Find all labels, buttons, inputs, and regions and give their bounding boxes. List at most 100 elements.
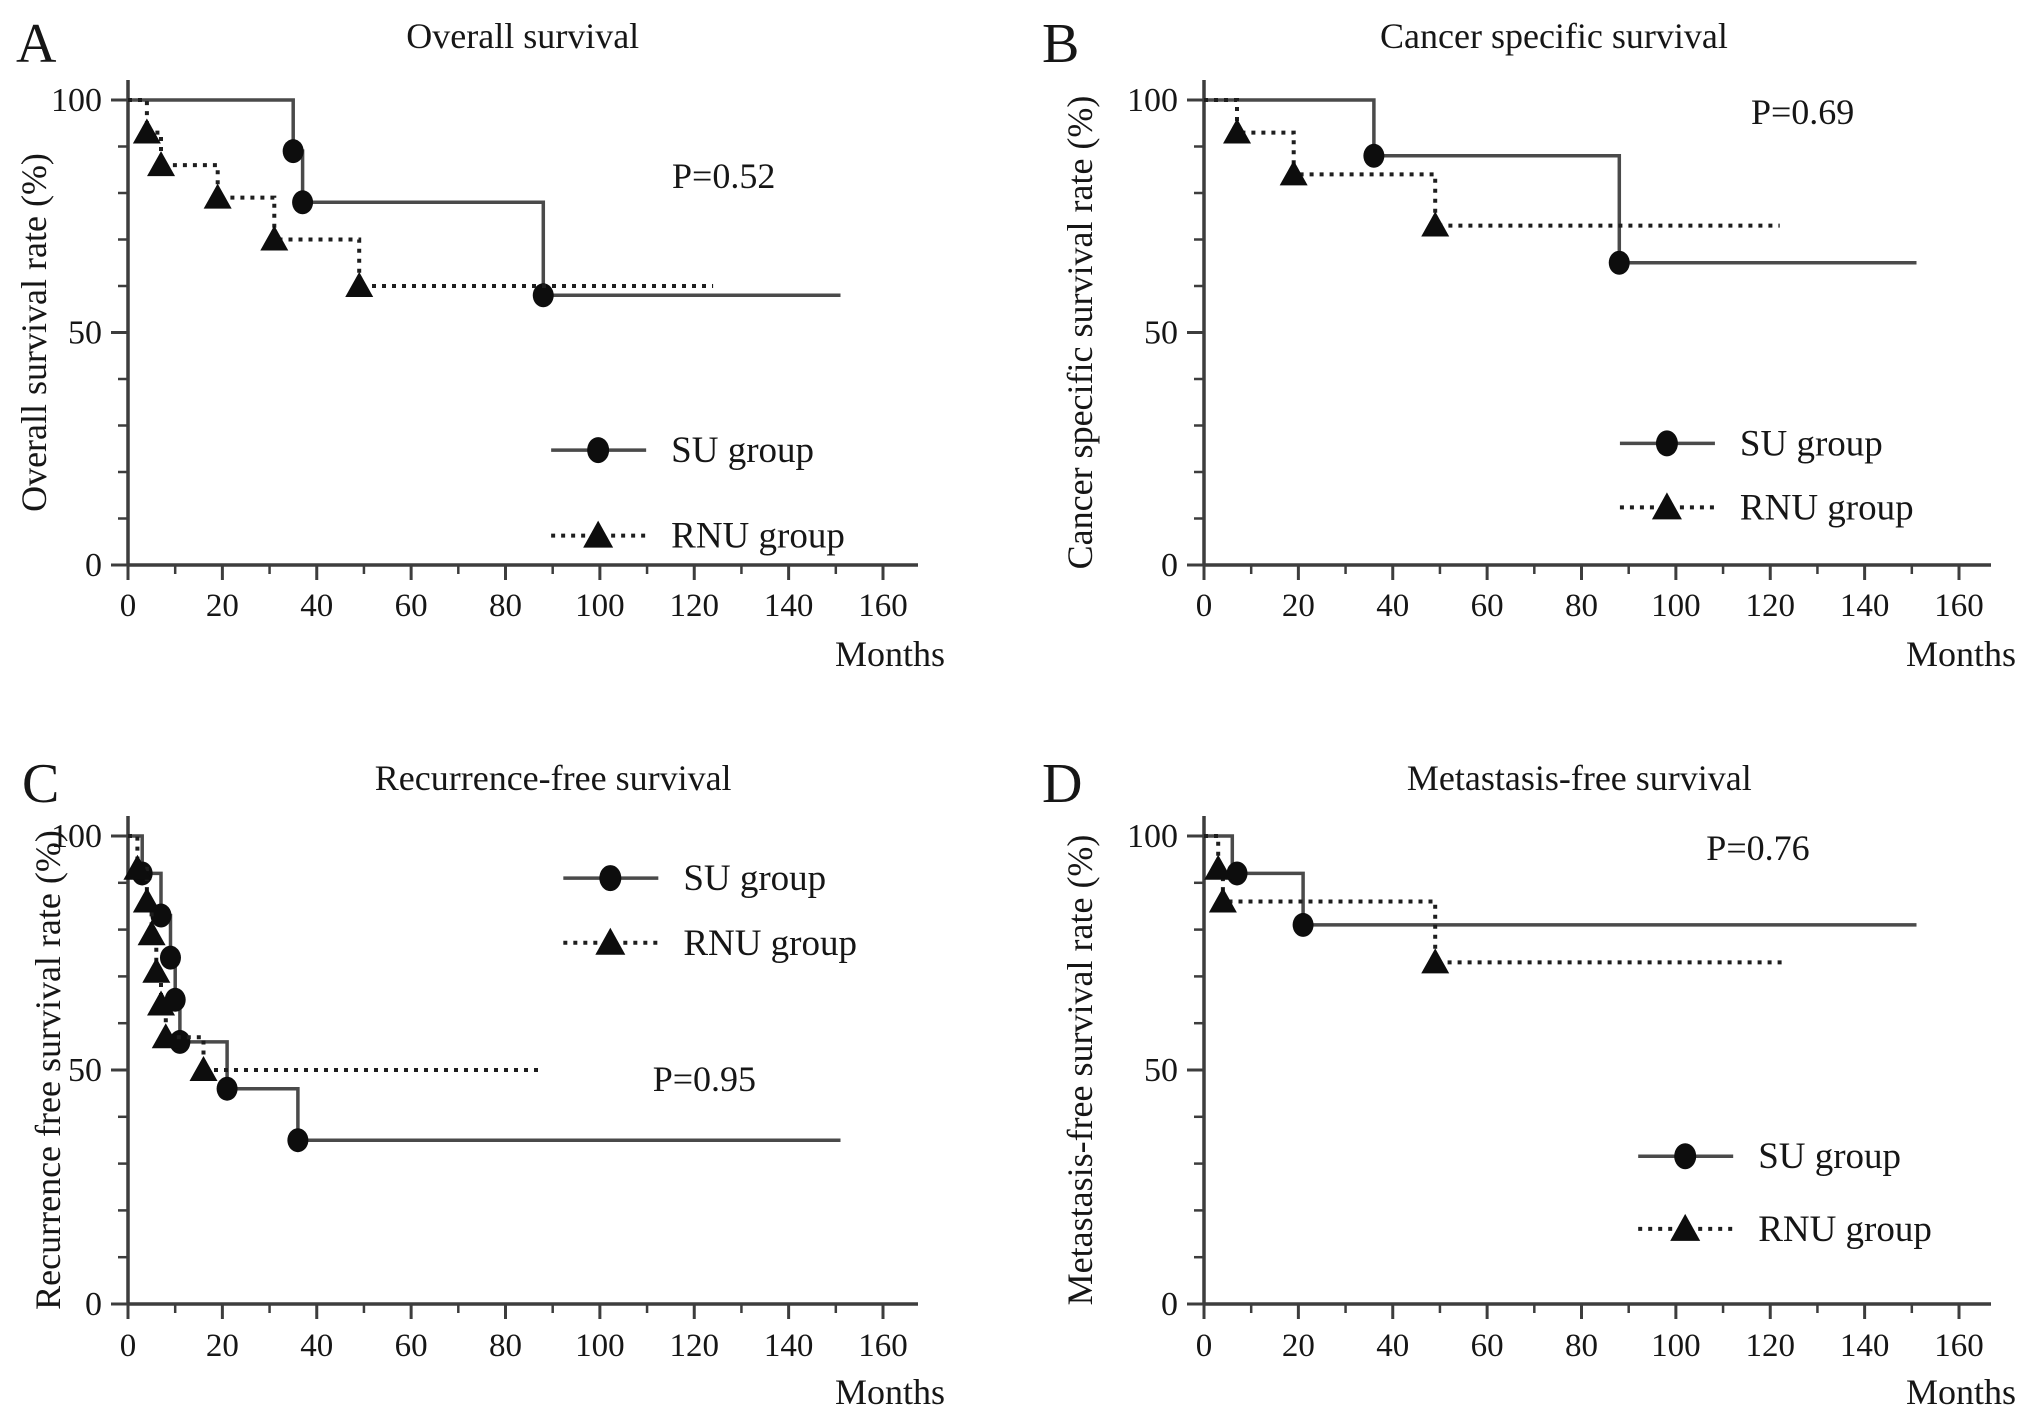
legend-circle-marker-icon [599,865,622,892]
su-event-marker [216,1076,238,1101]
y-axis-label: Overall survival rate (%) [14,153,54,512]
x-axis-label: Months [835,1372,945,1411]
rnu-event-marker [260,225,289,251]
p-value-label: P=0.52 [672,156,775,196]
su-event-marker [532,283,554,308]
legend-triangle-marker-icon [583,520,614,548]
su-event-marker [292,190,314,215]
y-axis-label: Metastasis-free survival rate (%) [1060,835,1100,1306]
p-value-label: P=0.95 [653,1059,756,1099]
x-tick-label: 100 [575,1328,625,1364]
rnu-event-marker [345,272,374,297]
y-tick-label: 100 [51,82,102,119]
x-tick-label: 160 [858,1328,908,1364]
legend-label: SU group [683,858,826,899]
x-tick-label: 60 [395,588,428,624]
x-tick-label: 80 [1565,1328,1598,1364]
x-tick-label: 20 [1282,588,1315,624]
x-tick-label: 140 [1840,588,1890,624]
y-tick-label: 0 [85,1286,102,1323]
panel-letter: C [22,753,59,815]
p-value-label: P=0.69 [1751,92,1854,132]
legend-label: SU group [1758,1136,1901,1177]
y-tick-label: 100 [51,818,102,855]
x-tick-label: 140 [1840,1328,1890,1364]
panel-overall-survival: A Overall survival Overall survival rate (… [0,0,1015,744]
x-tick-label: 60 [1471,1328,1504,1364]
x-tick-label: 80 [1565,588,1598,624]
su-event-marker [1363,143,1385,168]
x-tick-label: 0 [120,588,137,624]
legend-entry-su: SU group [1619,423,1883,464]
x-axis-label: Months [1906,634,2016,674]
y-tick-label: 50 [1144,315,1178,352]
rnu-event-marker [1223,118,1252,144]
panel-metastasis-free-survival: D Metastasis-free survival Metastasis-free… [1016,744,2031,1411]
y-axis-label: Recurrence free survival rate (%) [28,830,68,1310]
x-tick-label: 40 [1376,1328,1409,1364]
rnu-event-marker [137,920,166,946]
rnu-survival-curve [128,98,714,288]
panel-cancer-specific-survival: B Cancer specific survival Cancer specific… [1016,0,2031,744]
chart-title: Overall survival [406,16,639,56]
y-tick-label: 0 [1161,1286,1178,1323]
x-tick-label: 40 [1376,588,1409,624]
rnu-event-marker [1208,887,1237,913]
su-event-marker [1226,861,1248,886]
rnu-survival-curve [1204,834,1785,965]
x-tick-label: 40 [300,1328,333,1364]
rnu-event-marker [1279,160,1308,186]
x-tick-label: 100 [1651,1328,1701,1364]
su-event-marker [159,945,181,970]
x-tick-label: 100 [1651,588,1701,624]
rnu-survival-curve [128,834,544,1072]
p-value-label: P=0.76 [1706,828,1809,868]
panel-letter: B [1042,13,1079,75]
x-tick-label: 60 [1471,588,1504,624]
y-tick-label: 50 [68,1052,102,1089]
legend-circle-marker-icon [587,437,610,464]
rnu-event-marker [147,990,176,1016]
x-axis-label: Months [1906,1372,2016,1411]
su-survival-curve [128,98,841,298]
x-tick-label: 100 [575,588,625,624]
panel-letter: D [1042,753,1082,815]
y-tick-label: 0 [1161,547,1178,584]
legend-entry-rnu: RNU group [1619,487,1914,528]
legend-entry-su: SU group [563,858,826,899]
x-tick-label: 120 [670,1328,720,1364]
legend-circle-marker-icon [1674,1143,1697,1170]
su-event-marker [164,987,186,1012]
legend-entry-su: SU group [551,430,814,471]
legend-label: SU group [671,430,814,471]
rnu-event-marker [123,854,152,880]
su-event-marker [287,1128,309,1153]
x-tick-label: 120 [1746,588,1796,624]
rnu-event-marker [151,1023,180,1049]
legend-label: SU group [1740,423,1883,464]
rnu-event-marker [132,118,161,144]
x-tick-label: 140 [764,1328,814,1364]
rnu-event-marker [1421,211,1450,237]
chart-title: Recurrence-free survival [375,758,732,798]
legend-triangle-marker-icon [1670,1213,1701,1241]
legend-circle-marker-icon [1655,430,1678,457]
rnu-event-marker [203,183,232,209]
legend-label: RNU group [683,923,857,964]
su-event-marker [1292,912,1314,937]
x-axis-label: Months [835,634,945,674]
x-tick-label: 120 [1746,1328,1796,1364]
legend-label: RNU group [671,516,845,557]
x-tick-label: 20 [206,1328,239,1364]
chart-title: Cancer specific survival [1380,16,1728,56]
chart-title: Metastasis-free survival [1407,758,1752,798]
legend-entry-rnu: RNU group [551,516,845,557]
legend-triangle-marker-icon [595,927,626,955]
y-axis-label: Cancer specific survival rate (%) [1060,96,1100,570]
y-tick-label: 50 [1144,1052,1178,1089]
su-survival-curve [1204,834,1917,927]
km-chart-a: A Overall survival Overall survival rate (… [14,13,945,674]
su-event-marker [1608,250,1630,275]
y-tick-label: 0 [85,547,102,584]
